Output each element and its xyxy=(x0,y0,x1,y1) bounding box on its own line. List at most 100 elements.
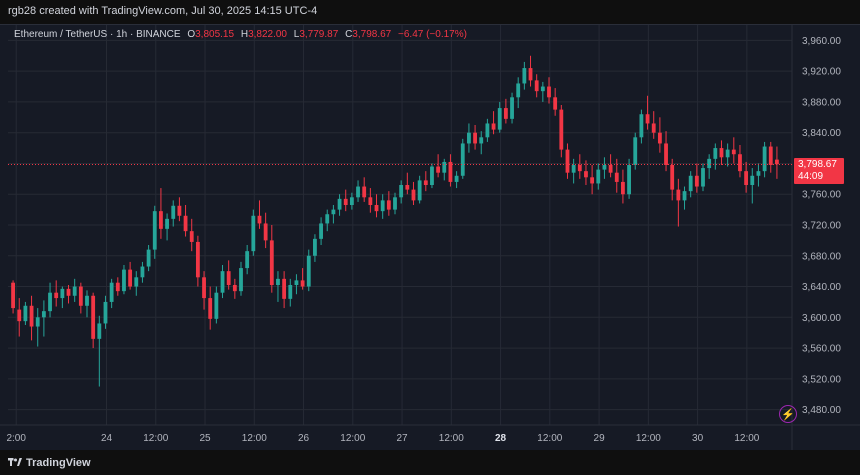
candle-body xyxy=(17,309,22,322)
candle-body xyxy=(343,198,348,205)
candle-body xyxy=(109,282,114,302)
candle-body xyxy=(368,197,373,205)
candle-body xyxy=(719,148,724,158)
candle-body xyxy=(134,277,139,287)
candle-body xyxy=(319,223,323,239)
candle-body xyxy=(713,148,718,159)
bar-countdown: 44:09 xyxy=(798,171,824,183)
candle-body xyxy=(405,185,410,190)
candle-body xyxy=(202,277,206,299)
candle-body xyxy=(467,132,471,144)
low-key: L xyxy=(293,29,300,40)
change-value: −6.47 (−0.17%) xyxy=(398,29,467,40)
candle-body xyxy=(183,215,188,232)
candle-body xyxy=(584,171,588,178)
candle-body xyxy=(269,240,274,285)
x-tick-label: 12:00 xyxy=(537,433,562,444)
candle-body xyxy=(48,292,52,312)
candle-body xyxy=(411,189,416,201)
candle-body xyxy=(670,165,675,190)
x-tick-label: 12:00 xyxy=(340,433,365,444)
candle-body xyxy=(473,132,477,144)
candle-body xyxy=(596,169,601,184)
candle-body xyxy=(627,165,631,195)
candle-body xyxy=(768,146,773,165)
y-tick-label: 3,480.00 xyxy=(802,405,841,416)
candle-body xyxy=(602,165,607,170)
candle-body xyxy=(491,123,496,130)
candle-body xyxy=(103,301,108,324)
close-value: 3,798.67 xyxy=(352,29,392,40)
candle-body xyxy=(35,317,40,327)
candle-body xyxy=(115,282,120,292)
candle-body xyxy=(41,311,46,318)
x-tick-label: 2:00 xyxy=(6,433,26,444)
candle-body xyxy=(66,288,71,296)
candle-body xyxy=(621,181,625,195)
candle-body xyxy=(460,143,465,176)
chart-panel[interactable]: 3,480.00 3,520.00 3,560.00 3,600.00 3,640.00… xyxy=(0,24,860,451)
candle-body xyxy=(756,171,761,176)
y-tick-label: 3,640.00 xyxy=(802,282,841,293)
candle-body xyxy=(682,191,687,201)
candle-body xyxy=(430,166,434,185)
candle-body xyxy=(251,215,256,252)
x-tick-label: 12:00 xyxy=(636,433,661,444)
candle-body xyxy=(189,231,194,242)
open-key: O xyxy=(187,29,196,40)
y-tick-label: 3,840.00 xyxy=(802,128,841,139)
footer-brand: TradingView xyxy=(26,456,91,469)
candle-body xyxy=(300,280,305,287)
candle-body xyxy=(657,132,662,144)
candle-body xyxy=(337,198,342,210)
candle-body xyxy=(436,166,441,173)
candle-body xyxy=(522,68,527,84)
x-tick-label: 12:00 xyxy=(242,433,267,444)
candle-body xyxy=(23,305,28,322)
candle-body xyxy=(633,137,638,165)
candle-body xyxy=(91,295,96,339)
candle-body xyxy=(177,205,182,216)
y-tick-label: 3,720.00 xyxy=(802,221,841,232)
candle-body xyxy=(664,143,668,165)
high-key: H xyxy=(240,29,249,40)
y-tick-label: 3,520.00 xyxy=(802,374,841,385)
candlestick-chart[interactable]: 3,480.00 3,520.00 3,560.00 3,600.00 3,640.00… xyxy=(0,25,860,451)
candle-body xyxy=(245,251,250,269)
candle-body xyxy=(448,161,453,182)
candle-body xyxy=(72,286,77,296)
candle-body xyxy=(232,285,237,292)
candle-body xyxy=(78,286,83,306)
candle-body xyxy=(701,168,705,187)
candle-body xyxy=(503,108,508,119)
x-tick-label: 29 xyxy=(594,433,606,444)
y-tick-label: 3,760.00 xyxy=(802,190,841,201)
candle-body xyxy=(528,68,533,81)
candle-body xyxy=(565,149,570,173)
candle-body xyxy=(257,215,262,224)
candle-body xyxy=(263,223,268,241)
candle-body xyxy=(775,159,779,165)
y-tick-label: 3,920.00 xyxy=(802,67,841,78)
candle-body xyxy=(744,171,749,185)
candle-body xyxy=(454,175,459,182)
y-tick-label: 3,880.00 xyxy=(802,97,841,108)
y-tick-label: 3,960.00 xyxy=(802,36,841,47)
open-value: 3,805.15 xyxy=(195,29,235,40)
candle-body xyxy=(97,323,102,339)
candle-body xyxy=(676,189,681,201)
candle-body xyxy=(165,218,169,229)
candle-body xyxy=(442,161,447,173)
candle-body xyxy=(60,288,65,299)
low-value: 3,779.87 xyxy=(299,29,339,40)
x-tick-label: 12:00 xyxy=(734,433,759,444)
candle-body xyxy=(577,165,582,172)
candle-body xyxy=(140,266,145,278)
lightning-icon[interactable]: ⚡ xyxy=(779,405,797,423)
symbol-label: Ethereum / TetherUS · 1h · BINANCE xyxy=(14,29,181,40)
footer-bar: TradingView xyxy=(0,450,860,475)
candle-body xyxy=(282,278,287,299)
chart-caption: rgb28 created with TradingView.com, Jul … xyxy=(8,5,318,17)
candle-body xyxy=(313,238,317,256)
candle-body xyxy=(393,197,397,210)
